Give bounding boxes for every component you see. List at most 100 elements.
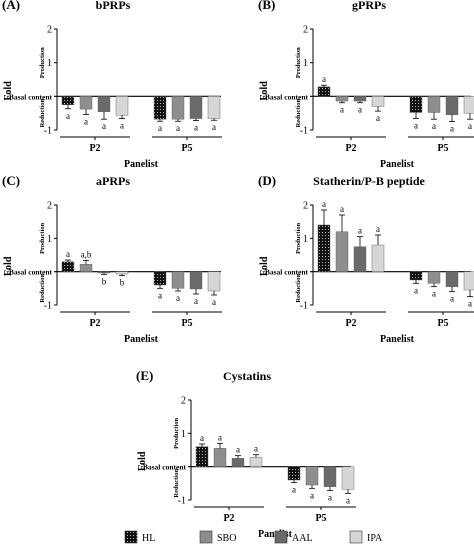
significance-letter: a [66, 249, 70, 259]
panel-title: Cystatins [223, 369, 271, 383]
significance-letter: a [376, 224, 380, 234]
legend-swatch-aal [274, 530, 288, 544]
significance-letter: a [200, 433, 204, 443]
bar-aal [445, 96, 459, 116]
bar-hl [153, 96, 167, 120]
baseline-label: Basal content [143, 463, 187, 472]
legend-swatch-sbo [199, 530, 213, 544]
y-tick-label: -1 [300, 126, 308, 137]
significance-letter: a [194, 296, 198, 306]
x-tick-label: P2 [89, 318, 100, 329]
bar-aal [189, 271, 203, 290]
y-tick-label: 1 [303, 58, 308, 69]
baseline-label: Basal content [9, 268, 53, 277]
significance-letter: a [158, 290, 162, 300]
legend-label-ipa: IPA [367, 533, 383, 544]
x-tick-label: P5 [315, 513, 326, 524]
x-tick-label: P2 [345, 318, 356, 329]
bar-aal [231, 458, 245, 467]
significance-letter: a [468, 299, 472, 309]
significance-letter: a [254, 444, 258, 454]
x-tick-label: P5 [181, 318, 192, 329]
y-tick-label: 1 [303, 234, 308, 245]
y-tick-label: 2 [47, 25, 52, 36]
significance-letter: a [358, 105, 362, 115]
y-tick-label: -1 [300, 301, 308, 312]
legend-label-sbo: SBO [217, 533, 236, 544]
panel-label: (C) [2, 173, 20, 188]
x-tick-label: P2 [345, 143, 356, 154]
bar-ipa [463, 96, 474, 114]
baseline-label: Basal content [265, 268, 309, 277]
bar-aal [353, 96, 367, 102]
bar-ipa [463, 271, 474, 291]
bar-sbo [427, 96, 441, 113]
y-tick-label: -1 [178, 496, 186, 507]
bar-aal [445, 271, 459, 287]
significance-letter: a [236, 445, 240, 455]
significance-letter: a [84, 117, 88, 127]
bar-hl [61, 96, 75, 105]
significance-letter: a [432, 289, 436, 299]
baseline-label: Basal content [9, 92, 53, 101]
bar-hl [195, 446, 209, 467]
significance-letter: a [432, 121, 436, 131]
bar-sbo [335, 96, 349, 102]
bar-sbo [427, 271, 441, 284]
x-axis-label: Panelist [124, 334, 159, 345]
y-tick-label: -1 [44, 126, 52, 137]
bar-aal [189, 96, 203, 119]
significance-letter: a [158, 123, 162, 133]
reduction-label: Reduction [39, 274, 46, 303]
y-axis-label: Fold [137, 451, 148, 471]
panel-label: (A) [2, 0, 20, 12]
legend: HL SBO AAL IPA [124, 530, 383, 544]
reduction-label: Reduction [39, 99, 46, 128]
significance-letter: a [358, 226, 362, 236]
bar-ipa [115, 96, 129, 116]
production-label: Production [295, 222, 302, 253]
significance-letter: a [212, 297, 216, 307]
significance-letter: a [450, 294, 454, 304]
reduction-label: Reduction [295, 274, 302, 303]
significance-letter: a [102, 121, 106, 131]
y-tick-label: 1 [47, 234, 52, 245]
x-axis-label: Panelist [380, 334, 415, 345]
y-axis-label: Fold [3, 81, 14, 101]
bar-aal [323, 466, 337, 487]
bar-hl [409, 96, 423, 113]
significance-letter: a [376, 113, 380, 123]
significance-letter: a [310, 490, 314, 500]
significance-letter: a [66, 111, 70, 121]
panel-title: gPRPs [352, 0, 386, 12]
x-axis-label: Panelist [124, 159, 159, 170]
bar-hl [287, 466, 301, 481]
legend-swatch-ipa [349, 530, 363, 544]
panel-label: (B) [258, 0, 275, 12]
x-tick-label: P5 [437, 318, 448, 329]
y-axis-label: Fold [259, 256, 270, 276]
panel-title: aPRPs [96, 174, 130, 188]
panel-label: (E) [136, 368, 153, 383]
bar-sbo [213, 448, 227, 467]
production-label: Production [173, 417, 180, 448]
y-tick-label: 2 [303, 201, 308, 212]
significance-letter: a [328, 493, 332, 503]
significance-letter: a [322, 199, 326, 209]
significance-letter: a [218, 432, 222, 442]
significance-letter: a [340, 204, 344, 214]
significance-letter: a [292, 485, 296, 495]
production-label: Production [39, 47, 46, 78]
baseline-label: Basal content [265, 92, 309, 101]
panel-label: (D) [258, 173, 276, 188]
bar-sbo [305, 466, 319, 486]
significance-letter: a [346, 495, 350, 505]
production-label: Production [295, 47, 302, 78]
significance-letter: a [340, 105, 344, 115]
production-label: Production [39, 222, 46, 253]
bar-sbo [79, 264, 93, 272]
